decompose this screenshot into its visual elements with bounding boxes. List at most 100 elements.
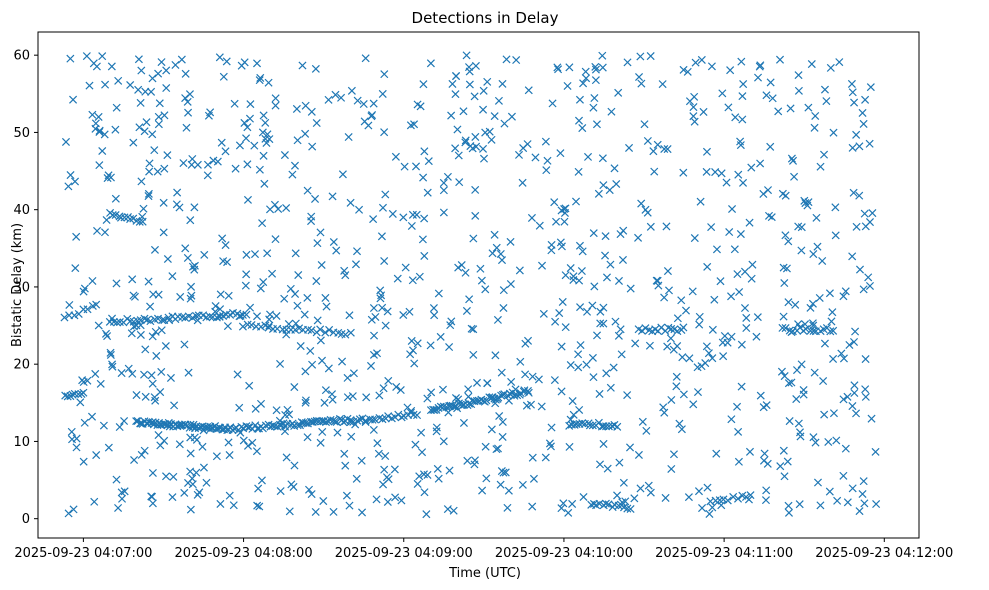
detection-marker <box>111 194 120 203</box>
detection-marker <box>378 89 387 98</box>
detection-marker <box>316 228 325 237</box>
detection-marker <box>601 232 610 241</box>
detection-marker <box>604 500 613 509</box>
detection-marker <box>347 432 356 441</box>
detection-marker <box>383 497 392 506</box>
detection-marker <box>136 98 145 107</box>
detection-marker <box>498 432 507 441</box>
detection-marker <box>861 95 870 104</box>
detection-marker <box>178 420 187 429</box>
detection-marker <box>183 253 192 262</box>
detection-marker <box>679 390 688 399</box>
detection-marker <box>780 372 789 381</box>
detection-marker <box>727 332 736 341</box>
detection-marker <box>669 345 678 354</box>
detection-marker <box>696 197 705 206</box>
detection-marker <box>599 181 608 190</box>
detection-marker <box>493 315 502 324</box>
detection-marker <box>697 362 706 371</box>
detection-marker <box>598 63 607 72</box>
detection-marker <box>848 143 857 152</box>
detection-marker <box>592 331 602 340</box>
detection-marker <box>268 269 277 278</box>
detection-marker <box>120 416 129 426</box>
detection-marker <box>371 312 380 321</box>
detection-marker <box>150 245 160 254</box>
detection-marker <box>797 360 806 369</box>
detection-marker <box>824 437 833 447</box>
y-axis-label: Bistatic Delay (km) <box>10 223 25 347</box>
detection-marker <box>439 186 448 195</box>
detection-marker <box>784 298 793 307</box>
detection-marker <box>808 319 817 328</box>
detection-marker <box>576 341 585 350</box>
detection-marker <box>145 167 154 176</box>
detection-marker <box>407 336 416 345</box>
detection-marker <box>244 423 253 432</box>
detection-marker <box>154 431 163 440</box>
detection-marker <box>465 295 474 304</box>
detection-marker <box>539 309 548 318</box>
detection-marker <box>408 346 418 355</box>
detection-marker <box>159 198 168 207</box>
detection-marker <box>416 102 425 111</box>
detection-marker <box>181 94 190 103</box>
x-tick-label: 2025-09-23 04:11:00 <box>655 546 793 561</box>
detection-marker <box>745 447 755 456</box>
detection-marker <box>301 398 310 407</box>
detection-marker <box>829 409 838 418</box>
detection-marker <box>408 276 417 285</box>
detection-marker <box>290 161 300 170</box>
detection-marker <box>70 311 79 320</box>
detection-marker <box>186 467 195 476</box>
detection-marker <box>447 111 456 120</box>
detection-marker <box>543 156 552 165</box>
detection-marker <box>349 369 358 378</box>
detection-marker <box>614 276 623 285</box>
detection-marker <box>528 502 537 511</box>
detection-marker <box>261 118 270 127</box>
detection-marker <box>288 170 297 179</box>
detection-marker <box>865 281 875 291</box>
detection-marker <box>487 135 496 144</box>
detection-marker <box>784 508 793 517</box>
detection-marker <box>781 231 790 240</box>
detection-marker <box>613 422 622 431</box>
detection-marker <box>859 285 868 294</box>
detection-marker <box>420 214 429 223</box>
detection-marker <box>408 210 417 219</box>
detection-marker <box>71 264 80 273</box>
detection-marker <box>855 507 864 516</box>
detection-marker <box>623 504 632 513</box>
detection-marker <box>337 93 346 102</box>
detection-marker <box>858 489 867 499</box>
detection-marker <box>450 402 459 411</box>
detection-marker <box>229 501 238 510</box>
detection-marker <box>739 178 748 187</box>
detection-marker <box>617 350 626 359</box>
detection-marker <box>545 439 554 448</box>
detection-marker <box>98 52 107 61</box>
detection-marker <box>495 411 504 421</box>
detection-marker <box>272 311 281 321</box>
detection-marker <box>419 80 428 89</box>
detection-marker <box>141 392 150 401</box>
detection-marker <box>112 279 121 288</box>
detection-marker <box>187 160 196 169</box>
detection-marker <box>186 216 195 225</box>
detection-marker <box>507 377 516 386</box>
detection-marker <box>230 99 239 108</box>
detection-marker <box>716 277 725 286</box>
detection-marker <box>661 493 670 502</box>
detection-marker <box>794 419 803 428</box>
detection-marker <box>848 88 857 97</box>
detection-marker <box>631 339 640 348</box>
detection-marker <box>735 288 744 297</box>
detection-marker <box>156 441 165 450</box>
detection-marker <box>663 145 672 154</box>
detection-marker <box>663 342 672 351</box>
detection-marker <box>756 159 765 168</box>
detection-marker <box>625 443 635 452</box>
detection-marker <box>565 63 574 72</box>
detection-marker <box>321 386 330 395</box>
